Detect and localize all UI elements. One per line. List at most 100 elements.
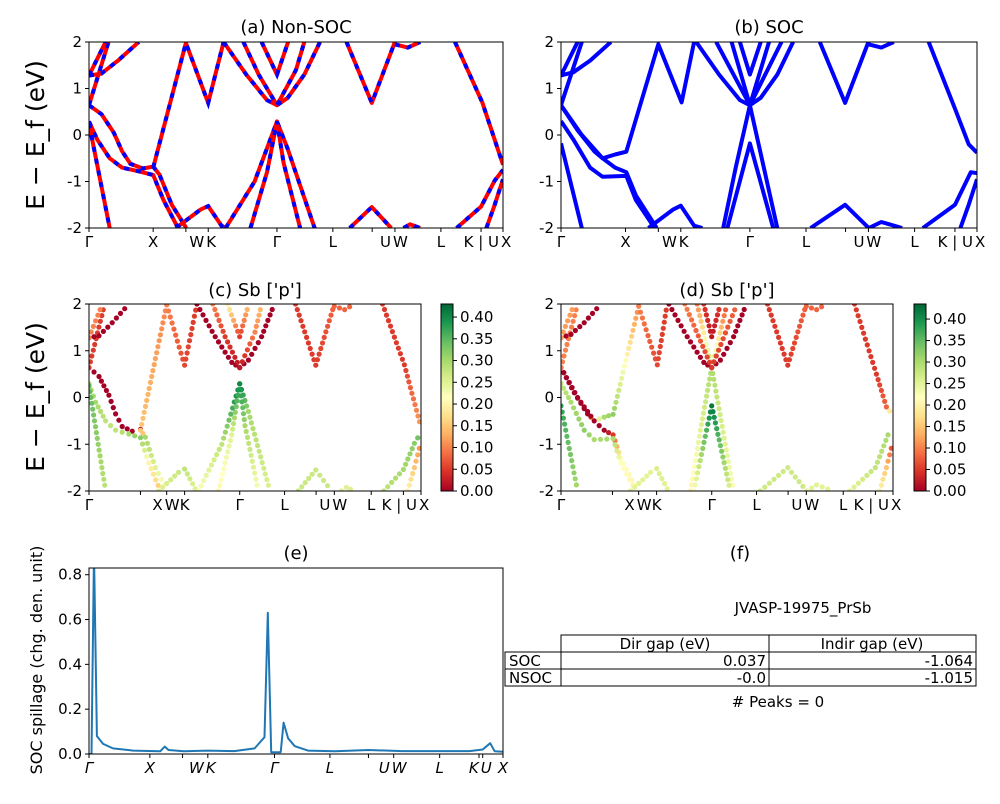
panel-d-title: (d) Sb ['p'] bbox=[679, 280, 774, 301]
band-point bbox=[212, 306, 218, 313]
band-point bbox=[735, 323, 741, 329]
x-tick-label: W bbox=[866, 233, 881, 251]
band-point bbox=[189, 325, 195, 332]
band-point bbox=[250, 464, 257, 470]
band-point bbox=[563, 390, 569, 396]
band-point bbox=[142, 434, 148, 440]
band-point bbox=[701, 404, 708, 410]
band-point bbox=[877, 488, 883, 491]
band-point bbox=[182, 362, 188, 368]
panel-b-frame bbox=[560, 41, 978, 229]
band-point bbox=[571, 470, 577, 476]
band-point bbox=[328, 312, 334, 318]
band-point bbox=[396, 471, 403, 477]
band-point bbox=[647, 338, 653, 344]
band-point bbox=[323, 329, 329, 335]
band-point bbox=[304, 334, 310, 340]
band-point bbox=[655, 356, 661, 362]
band-point bbox=[790, 345, 796, 352]
band-point bbox=[640, 477, 646, 483]
x-tick-label: L bbox=[802, 233, 811, 251]
band-point bbox=[144, 454, 150, 460]
band-point bbox=[573, 410, 579, 416]
band-point bbox=[698, 451, 705, 458]
band-point bbox=[791, 340, 798, 346]
band-point bbox=[292, 304, 299, 307]
colorbar-tick-label: 0.05 bbox=[933, 461, 966, 479]
band-point bbox=[299, 484, 305, 490]
x-tick-label: Γ bbox=[85, 496, 94, 514]
band-point bbox=[250, 426, 256, 432]
band-point bbox=[160, 320, 166, 326]
band-point bbox=[722, 330, 729, 336]
band-point bbox=[596, 423, 602, 429]
band-point bbox=[401, 362, 407, 368]
band-point bbox=[156, 488, 162, 491]
band-point bbox=[188, 332, 194, 338]
band-point bbox=[594, 306, 600, 312]
band-point bbox=[741, 306, 747, 313]
panel-a-title: (a) Non-SOC bbox=[240, 17, 351, 38]
band-point bbox=[191, 313, 197, 319]
band-point bbox=[561, 415, 566, 421]
band-point bbox=[100, 470, 106, 477]
band-point bbox=[113, 411, 119, 417]
band-point bbox=[678, 323, 684, 329]
panel-e-title: (e) bbox=[283, 543, 308, 564]
band-point bbox=[697, 427, 704, 433]
band-point bbox=[194, 304, 200, 307]
band-point bbox=[572, 313, 578, 319]
band-point bbox=[93, 318, 99, 324]
band-point bbox=[222, 334, 228, 340]
peaks-count: # Peaks = 0 bbox=[732, 693, 824, 711]
band-point bbox=[561, 359, 566, 365]
band-point bbox=[405, 456, 411, 462]
band-point bbox=[381, 488, 387, 491]
band-point bbox=[91, 334, 97, 340]
band-point bbox=[614, 393, 621, 399]
band-point bbox=[319, 340, 326, 346]
colorbar-tick-label: 0.10 bbox=[933, 439, 966, 457]
band-point bbox=[265, 482, 271, 488]
gap-table bbox=[504, 634, 977, 687]
band-point bbox=[216, 317, 222, 323]
x-tick-label: Γ bbox=[557, 233, 566, 251]
band-point bbox=[727, 340, 733, 346]
band-point bbox=[347, 304, 353, 310]
band-point bbox=[150, 458, 156, 465]
band-point bbox=[881, 443, 887, 449]
band-point bbox=[589, 310, 596, 316]
band-point bbox=[797, 323, 803, 329]
band-point bbox=[579, 422, 585, 428]
band-point bbox=[724, 345, 730, 351]
band-point bbox=[711, 414, 717, 420]
band-point bbox=[92, 424, 99, 430]
band-point bbox=[675, 317, 681, 323]
band-point bbox=[569, 384, 575, 391]
band-point bbox=[383, 312, 390, 318]
band-point bbox=[184, 471, 190, 477]
band-point bbox=[317, 472, 323, 478]
band-point bbox=[245, 357, 251, 363]
band-point bbox=[252, 345, 258, 351]
panel-a-frame bbox=[88, 41, 504, 229]
band-point bbox=[336, 305, 343, 311]
table-cell-soc-indir: -1.064 bbox=[925, 652, 973, 670]
band-point bbox=[259, 334, 265, 340]
band-point bbox=[226, 306, 233, 313]
band-point bbox=[385, 484, 391, 490]
x-tick-label: U bbox=[481, 759, 492, 777]
band-point bbox=[101, 383, 107, 389]
band-point bbox=[198, 483, 204, 489]
band-point bbox=[706, 359, 713, 365]
band-point bbox=[883, 465, 890, 471]
band-point bbox=[101, 476, 107, 482]
band-point bbox=[877, 454, 883, 460]
x-tick-label: K | U bbox=[854, 496, 889, 514]
band-point bbox=[878, 482, 885, 488]
band-point bbox=[691, 344, 697, 350]
band-point bbox=[296, 312, 302, 318]
panel-c-marks bbox=[89, 304, 421, 491]
band-point bbox=[90, 406, 96, 412]
band-point bbox=[860, 476, 866, 482]
